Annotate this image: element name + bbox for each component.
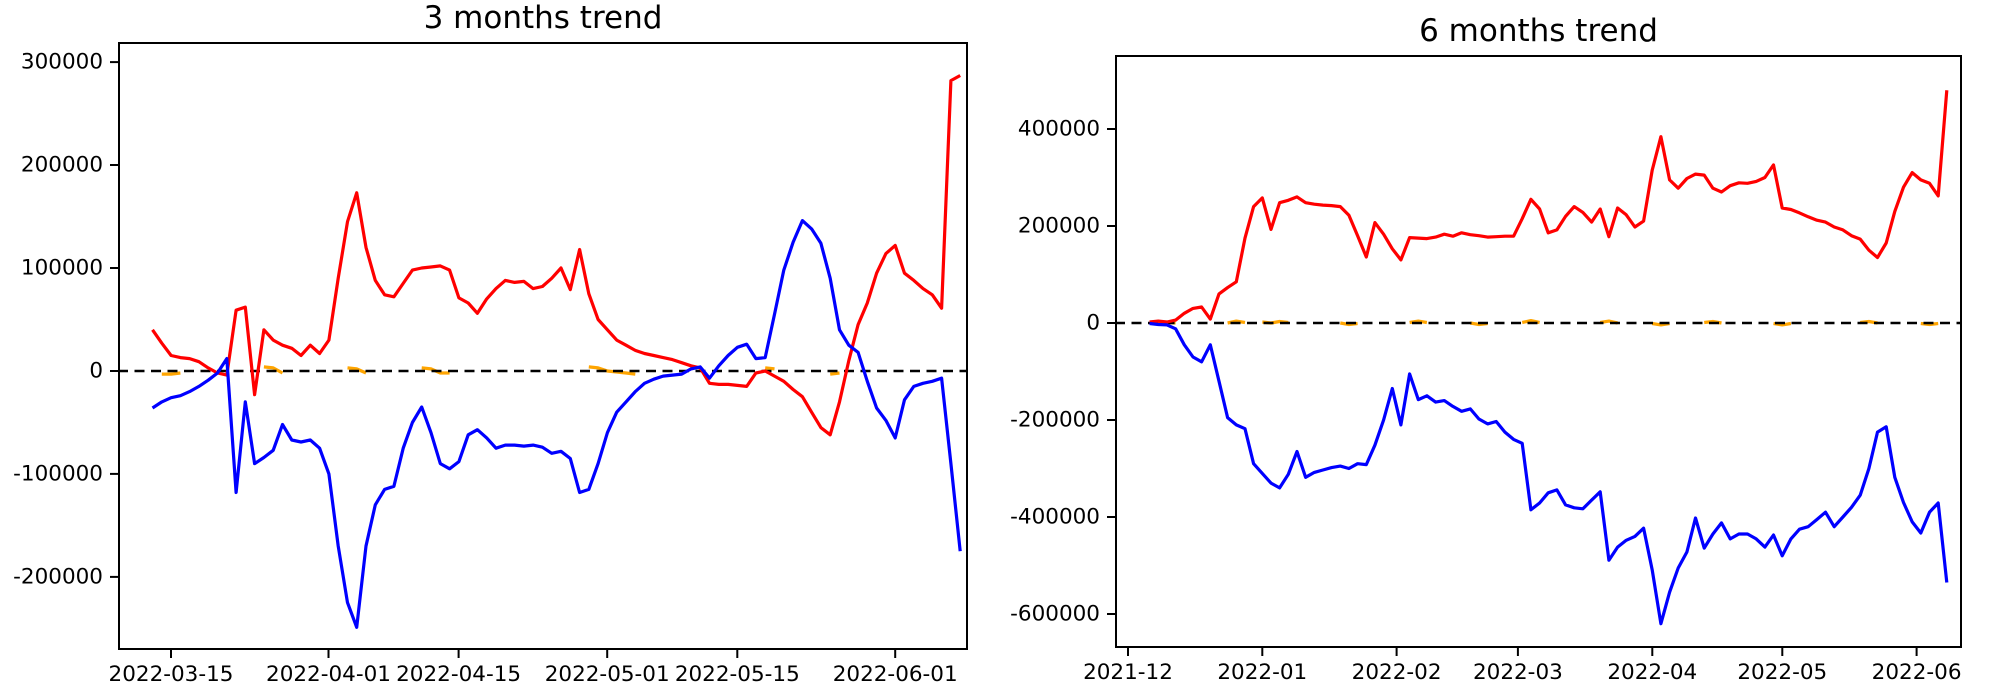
y-tick-label: 0 xyxy=(89,359,103,384)
chart-3-months-trend: 3 months trend 300000 200000 100000 0 -10000… xyxy=(13,0,968,687)
chart-6-months-trend: 6 months trend 400000 200000 0 -200000 -4000… xyxy=(1010,13,1962,685)
chart-title: 3 months trend xyxy=(423,0,663,36)
y-tick-label: -400000 xyxy=(1010,505,1100,530)
plot-area: 400000 200000 0 -200000 -400000 -600000 2021-1… xyxy=(1010,55,1962,685)
y-tick-label: 400000 xyxy=(1018,117,1100,142)
y-tick-label: 300000 xyxy=(21,50,103,75)
red-series xyxy=(151,74,961,437)
x-tick-label: 2022-06-01 xyxy=(833,662,958,687)
plot-spines xyxy=(118,42,968,650)
plot-spines xyxy=(1115,55,1962,648)
y-tick-label: 200000 xyxy=(1018,214,1100,239)
x-tick-label: 2022-05-01 xyxy=(545,662,670,687)
x-tick-label: 2022-04 xyxy=(1607,660,1697,685)
x-tick-label: 2022-04-15 xyxy=(396,662,521,687)
red-series xyxy=(1149,90,1949,324)
x-tick-label: 2022-02 xyxy=(1352,660,1442,685)
y-tick-label: -200000 xyxy=(13,564,103,589)
x-tick-label: 2022-04-01 xyxy=(266,662,391,687)
y-tick-label: 200000 xyxy=(21,153,103,178)
chart-title: 6 months trend xyxy=(1419,13,1658,49)
y-tick-label: -200000 xyxy=(1010,408,1100,433)
x-tick-label: 2022-03-15 xyxy=(109,662,234,687)
blue-series xyxy=(1149,321,1949,626)
y-tick-label: 100000 xyxy=(21,256,103,281)
plot-area: 300000 200000 100000 0 -100000 -200000 2022-03… xyxy=(13,42,968,687)
x-tick-label: 2022-03 xyxy=(1473,660,1563,685)
y-tick-label: -600000 xyxy=(1010,602,1100,627)
y-tick-label: 0 xyxy=(1086,311,1100,336)
blue-series xyxy=(151,219,962,629)
x-tick-label: 2022-01 xyxy=(1217,660,1307,685)
x-tick-label: 2021-12 xyxy=(1083,660,1173,685)
x-tick-label: 2022-05 xyxy=(1737,660,1827,685)
x-tick-label: 2022-06 xyxy=(1872,660,1962,685)
y-tick-label: -100000 xyxy=(13,461,103,486)
x-tick-label: 2022-05-15 xyxy=(675,662,800,687)
